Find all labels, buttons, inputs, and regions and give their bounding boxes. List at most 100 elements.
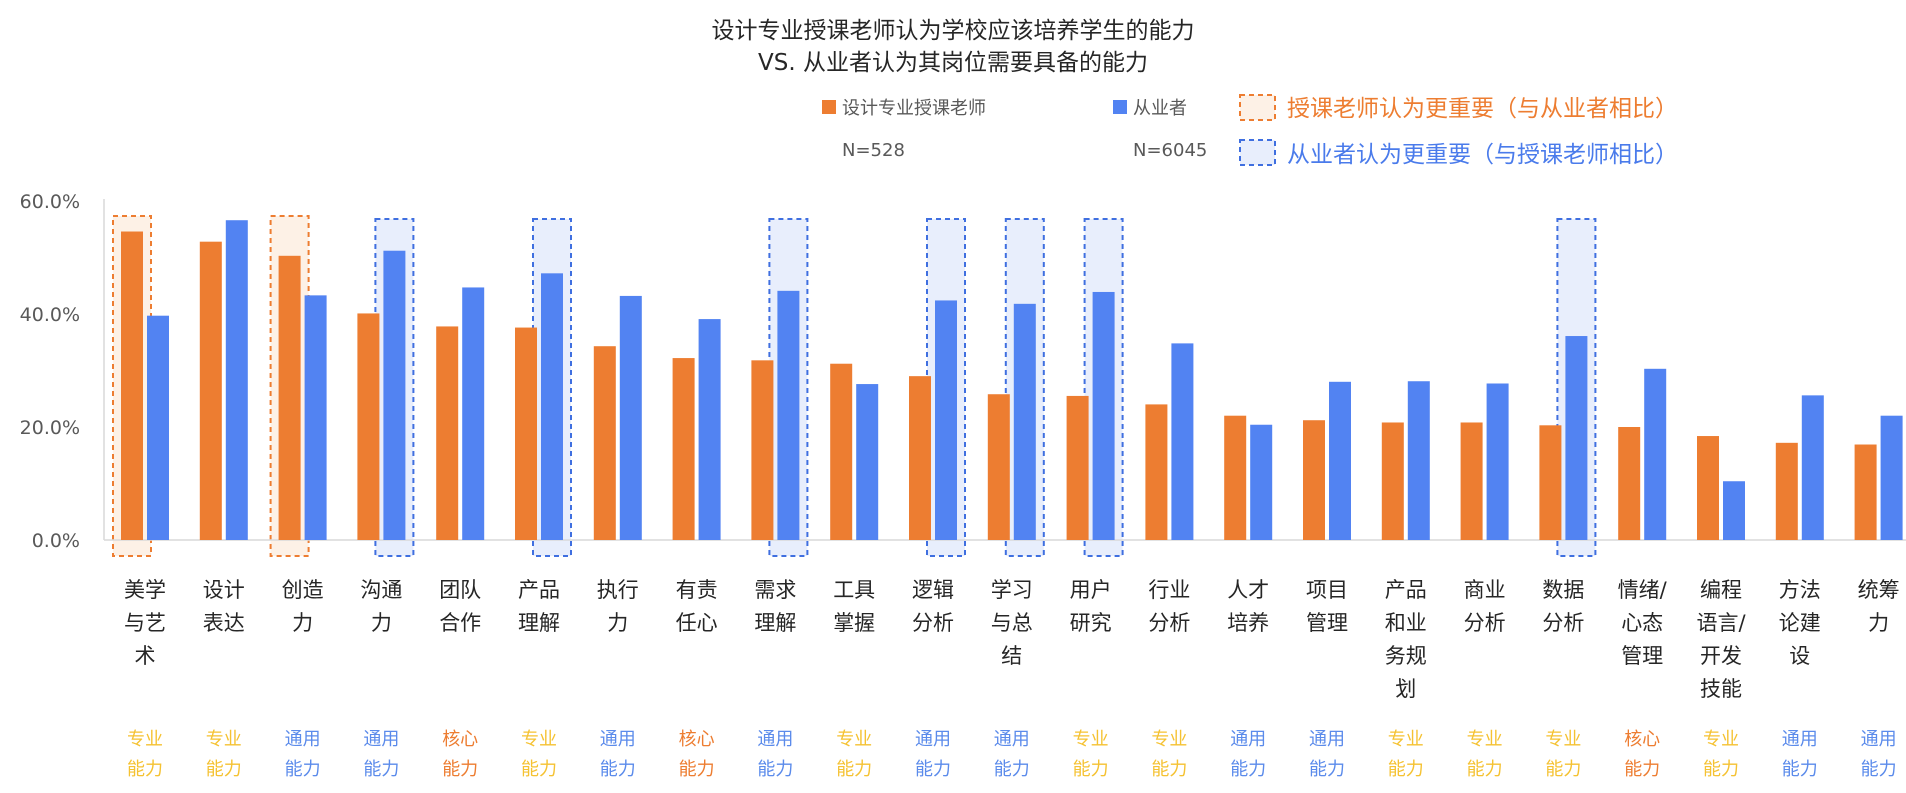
x-tick-label: 语言/ bbox=[1696, 611, 1746, 635]
bar-teacher bbox=[121, 231, 143, 540]
x-tick-label: 产品 bbox=[1385, 578, 1427, 602]
x-tick-label: 开发 bbox=[1700, 644, 1742, 668]
x-tick-label: 力 bbox=[292, 611, 313, 635]
x-tick-label: 分析 bbox=[1542, 611, 1584, 635]
bar-teacher bbox=[515, 327, 537, 540]
y-tick-label: 0.0% bbox=[32, 530, 80, 552]
bar-teacher bbox=[1618, 427, 1641, 540]
ability-type-label: 能力 bbox=[521, 759, 557, 780]
ability-type-label: 专业 bbox=[1151, 729, 1187, 750]
bar-practitioner bbox=[1092, 291, 1115, 540]
x-tick-label: 管理 bbox=[1306, 611, 1348, 635]
ability-type-label: 专业 bbox=[836, 729, 872, 750]
x-tick-label: 力 bbox=[1868, 611, 1889, 635]
y-tick-label: 40.0% bbox=[20, 304, 80, 326]
legend-teacher-label: 设计专业授课老师 bbox=[842, 98, 986, 119]
bar-practitioner bbox=[1801, 395, 1824, 540]
x-tick-label: 结 bbox=[1001, 644, 1022, 668]
x-tick-label: 设计 bbox=[203, 578, 245, 602]
x-tick-label: 与艺 bbox=[124, 611, 166, 635]
ability-type-label: 能力 bbox=[285, 759, 321, 780]
x-tick-label: 心态 bbox=[1621, 611, 1663, 635]
x-tick-label: 和业 bbox=[1385, 611, 1427, 635]
x-tick-label: 培养 bbox=[1227, 611, 1269, 635]
ability-type-label: 能力 bbox=[1467, 759, 1503, 780]
bar-practitioner bbox=[1329, 381, 1351, 540]
x-tick-label: 执行 bbox=[597, 578, 639, 602]
bar-teacher bbox=[1381, 422, 1404, 540]
x-tick-label: 团队 bbox=[439, 578, 481, 602]
x-tick-label: 情绪/ bbox=[1618, 578, 1668, 602]
ability-type-label: 能力 bbox=[757, 759, 793, 780]
bar-teacher bbox=[1460, 422, 1483, 540]
bar-teacher bbox=[909, 376, 931, 540]
legend-practitioner-label: 从业者 bbox=[1133, 98, 1187, 119]
bar-practitioner bbox=[1644, 368, 1667, 540]
x-tick-label: 逻辑 bbox=[912, 578, 954, 602]
ability-type-label: 专业 bbox=[127, 729, 163, 750]
ability-type-label: 能力 bbox=[915, 759, 951, 780]
x-tick-label: 力 bbox=[607, 611, 628, 635]
bar-practitioner bbox=[225, 220, 248, 540]
ability-type-label: 专业 bbox=[1467, 729, 1503, 750]
x-tick-label: 设 bbox=[1789, 644, 1810, 668]
x-tick-label: 行业 bbox=[1148, 578, 1190, 602]
chart-title-line: VS. 从业者认为其岗位需要具备的能力 bbox=[758, 50, 1148, 76]
bar-practitioner bbox=[1171, 343, 1194, 540]
ability-type-label: 能力 bbox=[1703, 759, 1739, 780]
ability-type-label: 能力 bbox=[127, 759, 163, 780]
legend-practitioner-highlight-swatch bbox=[1239, 139, 1276, 166]
y-tick-label: 60.0% bbox=[20, 191, 80, 213]
x-tick-label: 数据 bbox=[1542, 578, 1584, 602]
bar-teacher bbox=[987, 394, 1010, 540]
bar-teacher bbox=[1303, 420, 1325, 540]
bar-teacher bbox=[1775, 442, 1798, 540]
bar-practitioner bbox=[856, 384, 879, 540]
ability-type-label: 专业 bbox=[521, 729, 557, 750]
bar-practitioner bbox=[1407, 381, 1430, 540]
ability-type-label: 能力 bbox=[1230, 759, 1266, 780]
bar-teacher bbox=[1539, 425, 1562, 540]
bar-teacher bbox=[672, 358, 695, 540]
x-tick-label: 论建 bbox=[1779, 611, 1821, 635]
bar-teacher bbox=[751, 360, 774, 540]
x-tick-label: 理解 bbox=[754, 611, 796, 635]
ability-type-label: 通用 bbox=[1861, 729, 1897, 750]
ability-type-label: 能力 bbox=[1388, 759, 1424, 780]
bar-teacher bbox=[1145, 404, 1168, 540]
bar-practitioner bbox=[935, 300, 957, 540]
x-tick-label: 产品 bbox=[518, 578, 560, 602]
x-tick-label: 与总 bbox=[991, 611, 1033, 635]
x-tick-label: 有责 bbox=[676, 578, 718, 602]
bar-practitioner bbox=[147, 315, 169, 540]
x-tick-label: 统筹 bbox=[1858, 578, 1900, 602]
ability-type-label: 能力 bbox=[1782, 759, 1818, 780]
ability-type-label: 能力 bbox=[1073, 759, 1109, 780]
ability-type-label: 能力 bbox=[442, 759, 478, 780]
ability-type-label: 核心 bbox=[679, 729, 715, 750]
x-tick-label: 技能 bbox=[1700, 677, 1742, 701]
x-tick-label: 研究 bbox=[1070, 611, 1112, 635]
ability-type-label: 通用 bbox=[915, 729, 951, 750]
x-tick-label: 分析 bbox=[912, 611, 954, 635]
bar-practitioner bbox=[541, 273, 563, 540]
x-tick-label: 术 bbox=[135, 644, 156, 668]
x-tick-label: 项目 bbox=[1306, 578, 1348, 602]
bar-practitioner bbox=[1250, 424, 1273, 540]
bar-practitioner bbox=[1486, 383, 1509, 540]
x-tick-label: 沟通 bbox=[360, 578, 402, 602]
legend: 设计专业授课老师 N=528 从业者 N=6045 授课老师认为更重要（与从业者相比） 从… bbox=[822, 94, 1678, 168]
x-tick-label: 分析 bbox=[1148, 611, 1190, 635]
ability-type-label: 能力 bbox=[1624, 759, 1660, 780]
x-tick-label: 方法 bbox=[1779, 578, 1821, 602]
highlight-boxes bbox=[112, 215, 1597, 557]
bar-practitioner bbox=[304, 295, 327, 540]
ability-type-label: 专业 bbox=[206, 729, 242, 750]
ability-type-label: 专业 bbox=[1703, 729, 1739, 750]
x-tick-label: 任心 bbox=[676, 611, 718, 635]
bar-teacher bbox=[1697, 436, 1719, 540]
x-tick-label: 理解 bbox=[518, 611, 560, 635]
x-tick-label: 管理 bbox=[1621, 644, 1663, 668]
